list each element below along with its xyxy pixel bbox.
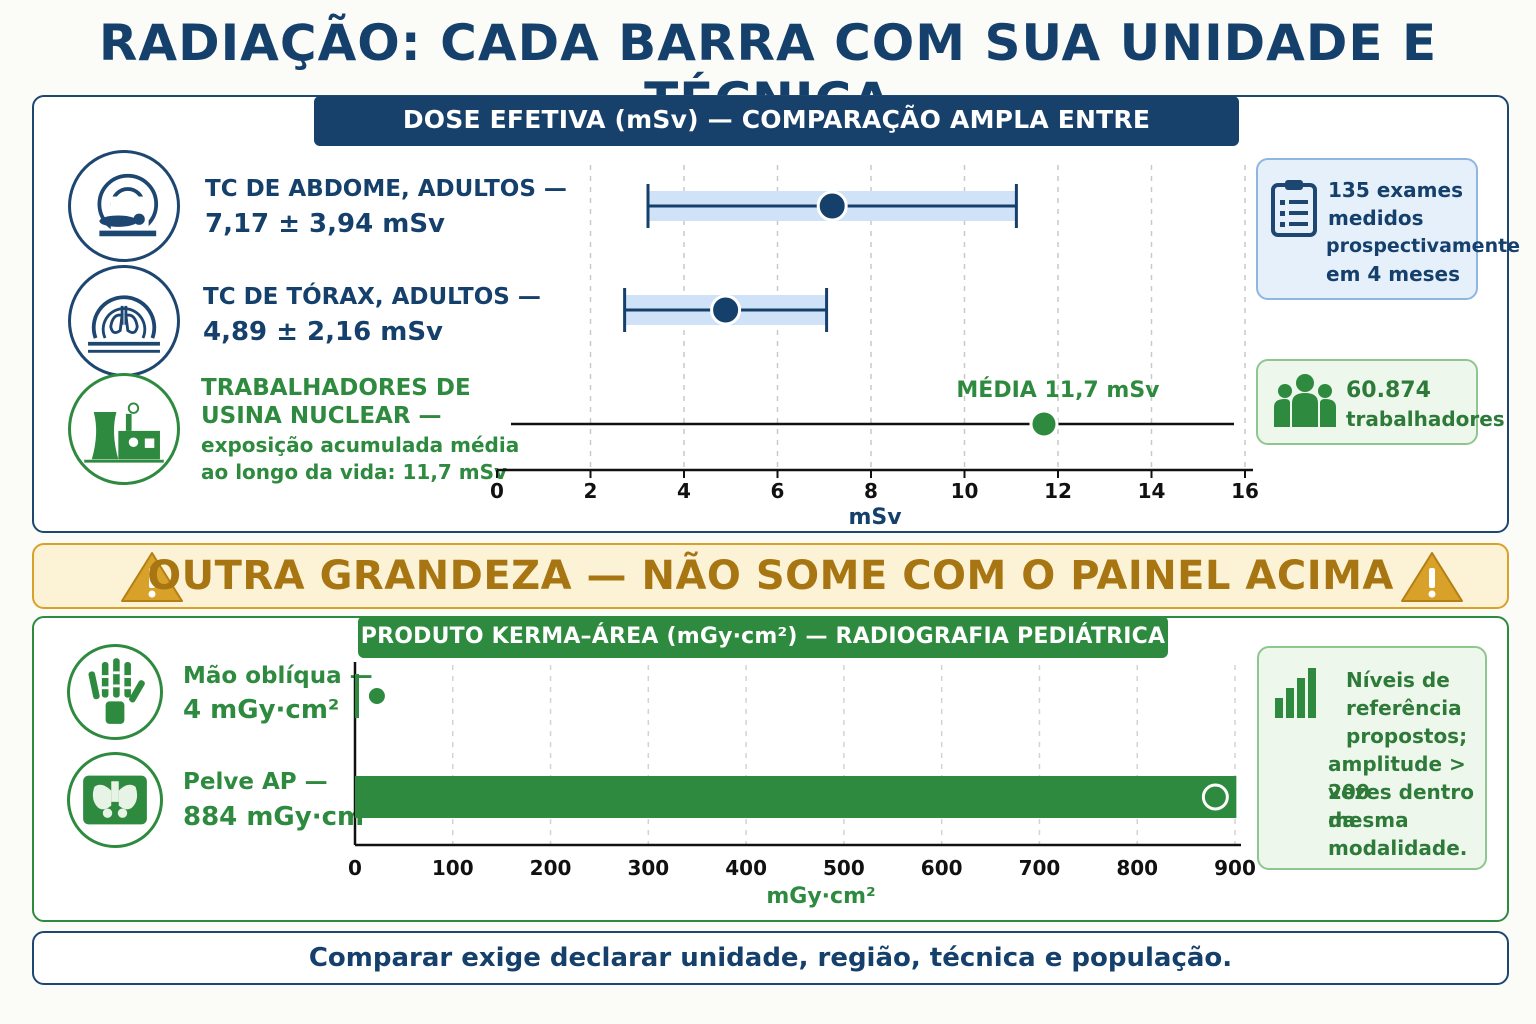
reference-levels-card: Níveis de referência propostos; amplitud… bbox=[1257, 646, 1487, 870]
ct-scanner-patient-icon bbox=[68, 150, 180, 262]
ct-abdomen-value: 7,17 ± 3,94 mSv bbox=[205, 209, 446, 239]
nuclear-desc-1: exposição acumulada média bbox=[201, 433, 520, 457]
exams-info-line-3: prospectivamente bbox=[1326, 235, 1521, 257]
effective-dose-heading: DOSE EFETIVA (mSv) — COMPARAÇÃO AMPLA EN… bbox=[314, 96, 1239, 182]
reference-line-1: Níveis de bbox=[1346, 668, 1450, 692]
workers-count: 60.874 bbox=[1346, 378, 1431, 403]
nuclear-label-2: USINA NUCLEAR — bbox=[201, 403, 442, 429]
exams-info-card: 135 exames medidos prospectivamente em 4… bbox=[1256, 158, 1520, 300]
exams-info-line-1: 135 exames bbox=[1328, 178, 1463, 202]
exams-info-line-2: medidos bbox=[1328, 206, 1424, 230]
nuclear-desc-2: ao longo da vida: 11,7 mSv bbox=[201, 460, 508, 484]
nuclear-plant-icon bbox=[68, 373, 180, 485]
kerma-area-heading: PRODUTO KERMA–ÁREA (mGy·cm²) — RADIOGRAF… bbox=[358, 616, 1168, 658]
ct-abdomen-label: TC DE ABDOME, ADULTOS — bbox=[205, 176, 567, 202]
ct-thorax-label: TC DE TÓRAX, ADULTOS — bbox=[203, 284, 541, 310]
reference-line-5: vezes dentro da bbox=[1328, 780, 1474, 832]
reference-line-7: modalidade. bbox=[1328, 836, 1468, 860]
workers-label: trabalhadores bbox=[1346, 407, 1505, 431]
hand-label: Mão oblíqua — bbox=[183, 663, 373, 689]
footer-note: Comparar exige declarar unidade, região,… bbox=[32, 931, 1509, 985]
pelvis-label: Pelve AP — bbox=[183, 769, 328, 795]
warning-icon bbox=[121, 552, 183, 602]
reference-line-4: amplitude > 200 bbox=[1328, 752, 1466, 804]
ct-scanner-lungs-icon bbox=[68, 265, 180, 377]
hand-xray-icon bbox=[67, 644, 163, 740]
workers-info-card: 60.874 trabalhadores bbox=[1256, 359, 1505, 445]
hand-value: 4 mGy·cm² bbox=[183, 695, 340, 725]
nuclear-label-1: TRABALHADORES DE bbox=[201, 375, 471, 401]
pelvis-value: 884 mGy·cm² bbox=[183, 802, 376, 832]
warning-banner: OUTRA GRANDEZA — NÃO SOME COM O PAINEL A… bbox=[32, 543, 1509, 609]
reference-line-3: propostos; bbox=[1346, 724, 1468, 748]
pelvis-xray-icon bbox=[67, 752, 163, 848]
ct-thorax-value: 4,89 ± 2,16 mSv bbox=[203, 317, 444, 347]
clipboard-list-icon bbox=[1271, 180, 1317, 237]
bar-levels-icon bbox=[1275, 668, 1316, 718]
warning-banner-text: OUTRA GRANDEZA — NÃO SOME COM O PAINEL A… bbox=[147, 553, 1394, 599]
people-group-icon bbox=[1274, 374, 1336, 427]
warning-icon bbox=[1401, 552, 1463, 602]
exams-info-line-4: em 4 meses bbox=[1326, 262, 1461, 286]
reference-line-6: mesma bbox=[1328, 808, 1409, 832]
reference-line-2: referência bbox=[1346, 696, 1462, 720]
